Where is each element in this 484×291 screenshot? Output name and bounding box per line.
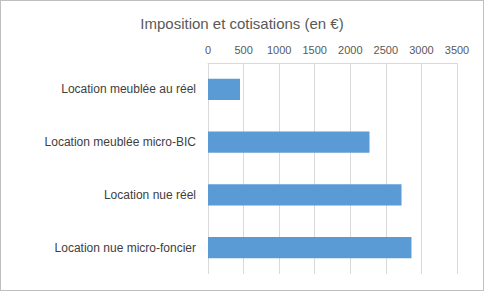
- svg-text:1000: 1000: [267, 44, 291, 56]
- svg-text:1500: 1500: [302, 44, 326, 56]
- svg-text:Location meublée au réel: Location meublée au réel: [61, 82, 196, 96]
- svg-text:Location nue micro-foncier: Location nue micro-foncier: [55, 241, 196, 255]
- svg-text:2000: 2000: [338, 44, 362, 56]
- svg-text:2500: 2500: [374, 44, 398, 56]
- svg-text:500: 500: [234, 44, 252, 56]
- svg-text:Location meublée micro-BIC: Location meublée micro-BIC: [45, 135, 197, 149]
- svg-text:Imposition et cotisations (en: Imposition et cotisations (en €): [140, 15, 343, 32]
- svg-text:3000: 3000: [409, 44, 433, 56]
- svg-text:Location nue réel: Location nue réel: [104, 188, 196, 202]
- svg-text:0: 0: [205, 44, 211, 56]
- svg-text:3500: 3500: [445, 44, 469, 56]
